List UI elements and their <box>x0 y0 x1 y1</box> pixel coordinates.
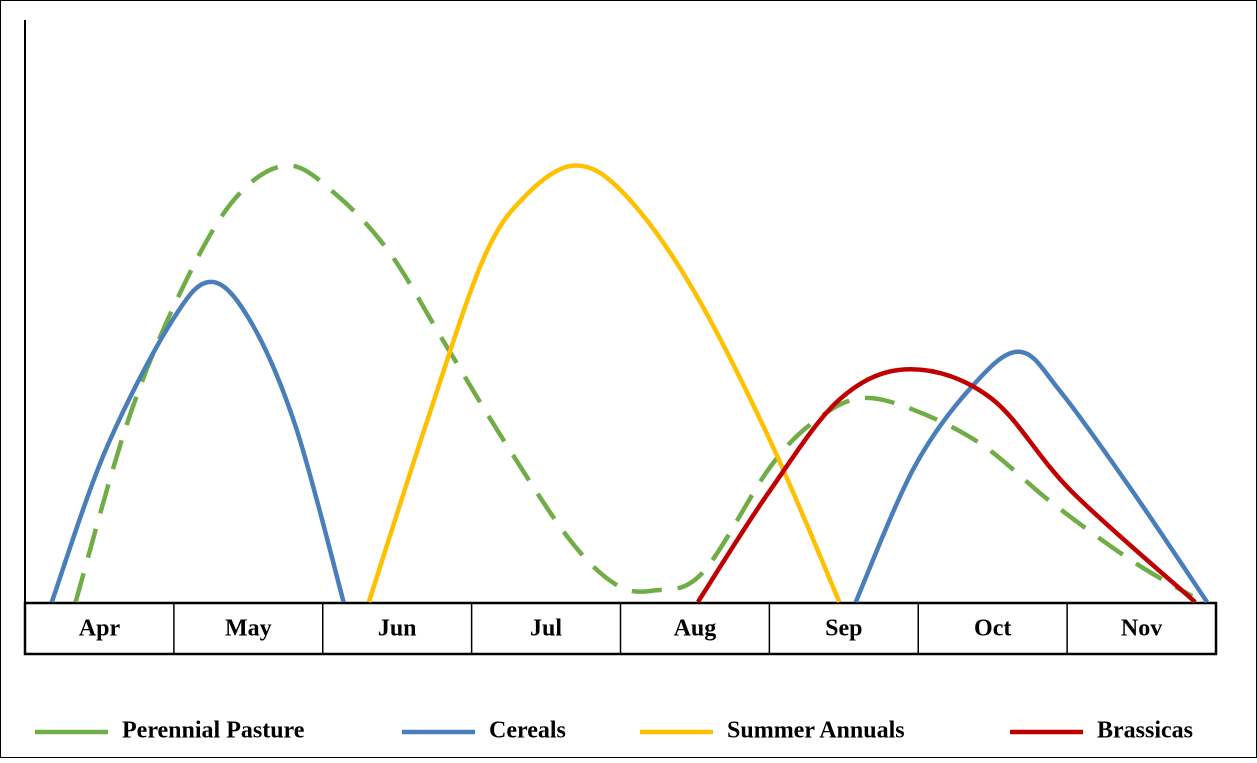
x-tick-label: Sep <box>825 616 862 642</box>
legend-label: Brassicas <box>1097 718 1193 744</box>
x-tick-label: Aug <box>674 616 717 642</box>
x-tick-label: Apr <box>79 616 121 642</box>
series-line <box>696 366 1197 604</box>
legend-label: Cereals <box>489 718 566 744</box>
x-tick-label: Oct <box>974 616 1011 642</box>
x-tick-label: May <box>225 616 272 642</box>
x-tick-label: Nov <box>1121 616 1162 642</box>
series-line <box>853 349 1209 604</box>
series-line <box>73 163 1194 603</box>
legend-label: Summer Annuals <box>727 718 905 744</box>
x-tick-label: Jun <box>378 616 417 642</box>
series-line <box>366 163 842 603</box>
legend-label: Perennial Pasture <box>122 718 305 744</box>
x-tick-label: Jul <box>530 616 562 642</box>
series-line <box>49 279 346 603</box>
